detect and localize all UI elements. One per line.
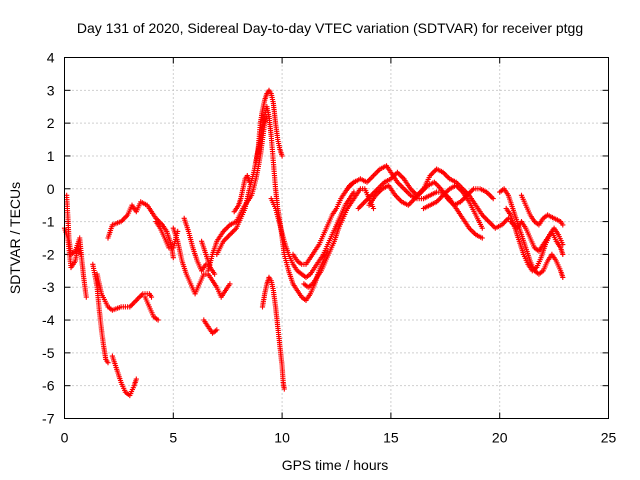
- data-point: [227, 281, 233, 287]
- x-axis-ticks: 0 5 10 15 20 25: [61, 57, 617, 446]
- series-arc-2: [61, 225, 84, 271]
- x-tick-label: 20: [492, 430, 508, 446]
- x-tick-label: 5: [169, 430, 177, 446]
- y-axis-ticks: 4 3 2 1 0 -1 -2 -3 -4 -5 -6 -7: [42, 50, 609, 427]
- data-point: [148, 294, 155, 300]
- series-arc-9: [170, 225, 233, 300]
- data-point: [351, 189, 357, 195]
- data-point: [212, 271, 218, 277]
- data-point: [370, 205, 377, 212]
- series-arc-17: [259, 274, 287, 392]
- series-arc-28: [518, 192, 566, 228]
- y-tick-label: -6: [42, 378, 55, 394]
- series-arc-20: [301, 186, 377, 290]
- data-point: [170, 255, 176, 261]
- series-arc-4: [109, 353, 139, 399]
- series-arc-5: [94, 271, 155, 313]
- y-tick-label: 3: [47, 82, 55, 98]
- y-tick-label: 1: [47, 148, 55, 164]
- y-tick-label: 2: [47, 115, 55, 131]
- series-arc-24: [420, 182, 485, 231]
- series-arc-3: [90, 261, 111, 366]
- x-tick-label: 15: [383, 430, 399, 446]
- plot-area: [61, 87, 566, 399]
- x-axis-label: GPS time / hours: [282, 457, 389, 473]
- data-point: [83, 294, 89, 300]
- y-tick-label: 0: [47, 181, 55, 197]
- y-tick-label: -1: [42, 214, 55, 230]
- series-arc-6: [105, 199, 176, 261]
- series-arc-27: [508, 219, 566, 257]
- grid: [64, 57, 609, 419]
- data-point: [105, 360, 111, 366]
- data-point: [281, 386, 287, 392]
- data-point: [560, 251, 566, 257]
- data-point: [490, 196, 496, 202]
- y-tick-label: -3: [42, 279, 55, 295]
- y-tick-label: -2: [42, 246, 55, 262]
- data-point: [246, 179, 253, 185]
- y-tick-label: -4: [42, 312, 55, 328]
- chart-title: Day 131 of 2020, Sidereal Day-to-day VTE…: [77, 20, 583, 36]
- data-point: [214, 327, 220, 333]
- data-point: [78, 251, 84, 257]
- series-arc-12: [201, 317, 220, 336]
- data-point: [155, 317, 161, 323]
- data-point: [479, 235, 485, 241]
- x-tick-label: 25: [601, 430, 617, 446]
- series-arc-10: [181, 215, 209, 274]
- series-arc-21: [344, 163, 485, 241]
- series-arc-22: [355, 166, 511, 231]
- series-arc-15: [231, 173, 253, 215]
- series-arc-7: [142, 294, 161, 323]
- data-point: [560, 222, 566, 228]
- x-tick-label: 10: [274, 430, 290, 446]
- series-arc-18: [268, 189, 357, 280]
- data-point: [560, 274, 566, 280]
- y-tick-label: -5: [42, 345, 55, 361]
- y-tick-label: 4: [47, 50, 55, 66]
- data-point: [479, 225, 485, 231]
- x-tick-label: 0: [61, 430, 69, 446]
- y-tick-label: -7: [42, 411, 55, 427]
- data-point: [133, 376, 139, 382]
- plot-frame: [64, 57, 609, 419]
- data-point: [279, 153, 285, 159]
- y-axis-label: SDTVAR / TECUs: [7, 182, 23, 294]
